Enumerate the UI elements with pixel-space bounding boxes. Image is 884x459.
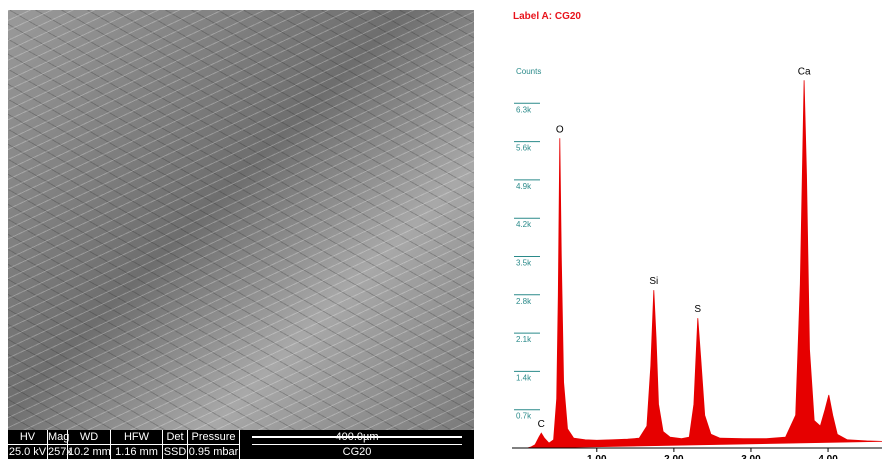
peak-label: Ca xyxy=(798,66,811,77)
x-tick-label: 4.00 xyxy=(818,454,838,459)
info-value: SSD xyxy=(163,445,187,459)
y-tick-label: 6.3k xyxy=(516,105,532,114)
y-tick-label: 4.9k xyxy=(516,182,532,191)
y-tick-label: 2.1k xyxy=(516,335,532,344)
info-value: 25.0 kV xyxy=(8,445,47,459)
peak-label: C xyxy=(538,419,545,430)
page: HV25.0 kVMag257xWD10.2 mmHFW1.16 mmDetSS… xyxy=(0,0,884,459)
peak-label: Si xyxy=(649,276,658,287)
chart: Label A: CG20 Counts 0.7k 1.4k 2.1k 2.8k 3.5… xyxy=(474,0,884,459)
info-header: Pressure xyxy=(188,430,239,445)
info-header: HFW xyxy=(111,430,162,445)
x-tick-label: 2.00 xyxy=(664,454,684,459)
y-tick-label: 2.8k xyxy=(516,297,532,306)
y-tick-label: 3.5k xyxy=(516,259,532,268)
y-tick-label: 5.6k xyxy=(516,144,532,153)
y-tick-label: 4.2k xyxy=(516,220,532,229)
sem-image xyxy=(8,10,474,430)
info-header: HV xyxy=(8,430,47,445)
info-header: WD xyxy=(68,430,110,445)
peak-label: O xyxy=(556,124,564,135)
info-value: 0.95 mbar xyxy=(188,445,239,459)
chart-title: Label A: CG20 xyxy=(513,11,581,22)
spectrum xyxy=(527,80,882,448)
info-header: Mag xyxy=(48,430,67,445)
y-axis-label: Counts xyxy=(516,67,541,76)
sample-label: CG20 xyxy=(240,445,474,459)
x-tick-label: 3.00 xyxy=(741,454,761,459)
x-tick-label: 1.00 xyxy=(587,454,607,459)
y-tick-label: 0.7k xyxy=(516,412,532,421)
info-value: 10.2 mm xyxy=(68,445,110,459)
peak-label: S xyxy=(694,304,701,315)
info-value: 257x xyxy=(48,445,67,459)
scale-bar: 400.0µm xyxy=(252,430,462,445)
y-tick-label: 1.4k xyxy=(516,373,532,382)
info-value: 1.16 mm xyxy=(111,445,162,459)
info-header: Det xyxy=(163,430,187,445)
